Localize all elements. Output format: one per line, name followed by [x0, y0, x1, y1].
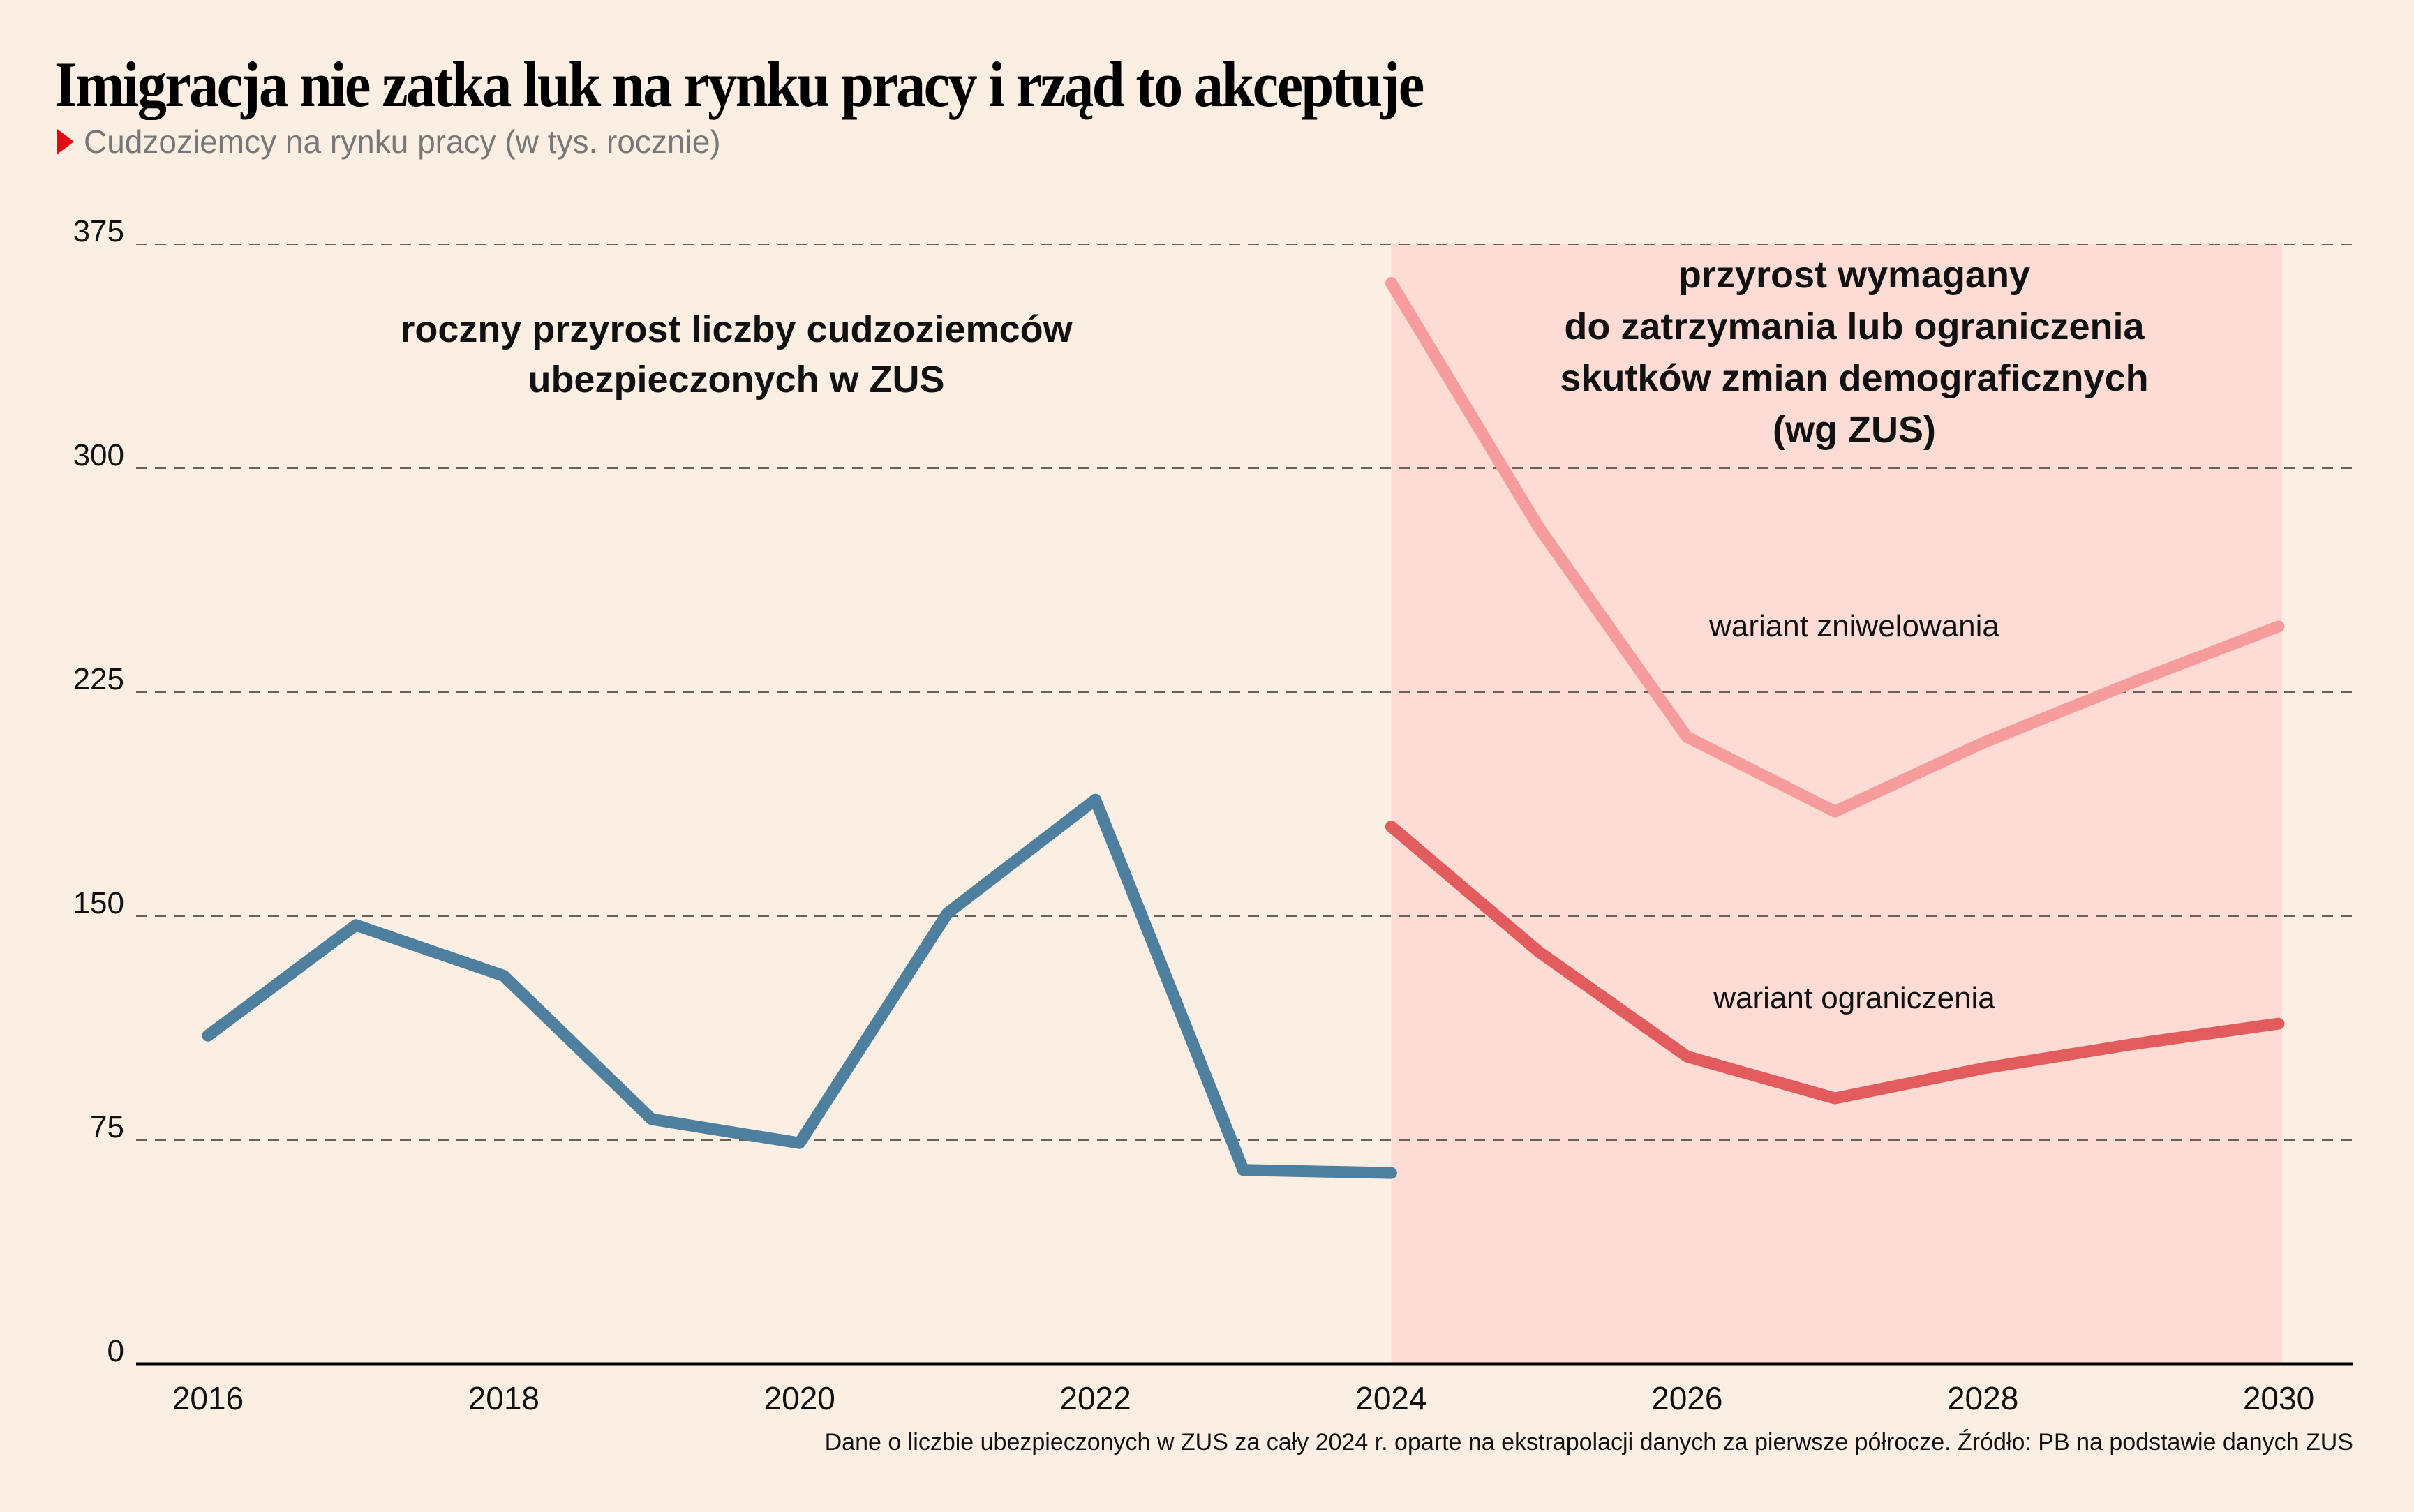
subtitle-text: Cudzoziemcy na rynku pracy (w tys. roczn…	[84, 123, 721, 160]
series-point-actual	[1094, 799, 1096, 801]
series-point-wariant-ograniczenia	[1834, 1098, 1836, 1100]
x-tick-label: 2030	[2243, 1380, 2314, 1416]
x-axis-ticks: 2016 2018 2020 2022 2024 2026 2028 2030	[172, 1380, 2314, 1416]
y-axis-ticks: 0 75 150 225 300 375	[73, 214, 124, 1368]
series-point-actual	[946, 912, 948, 914]
x-tick-label: 2022	[1059, 1380, 1131, 1416]
series-point-wariant-zniwelowania	[1686, 736, 1688, 738]
y-tick-label: 0	[107, 1334, 124, 1368]
annotation-right-line-3: skutków zmian demograficznych	[1560, 357, 2148, 399]
annotation-right-line-2: do zatrzymania lub ograniczenia	[1564, 306, 2145, 347]
y-tick-label: 75	[90, 1110, 124, 1144]
x-tick-label: 2026	[1651, 1380, 1722, 1416]
series-point-wariant-zniwelowania	[1538, 527, 1540, 529]
series-point-wariant-zniwelowania	[1982, 742, 1984, 744]
annotation-left-line-1: roczny przyrost liczby cudzoziemców	[400, 308, 1073, 350]
x-tick-label: 2018	[468, 1380, 539, 1416]
series-point-wariant-ograniczenia	[1538, 951, 1540, 953]
y-tick-label: 375	[73, 214, 124, 248]
series-lines	[202, 277, 2285, 1179]
footnote: Dane o liczbie ubezpieczonych w ZUS za c…	[825, 1429, 2353, 1455]
series-point-actual	[650, 1118, 653, 1121]
series-point-wariant-zniwelowania	[2130, 682, 2132, 684]
series-line-actual	[202, 793, 1397, 1179]
series-point-actual	[502, 975, 505, 977]
x-tick-label: 2028	[1947, 1380, 2018, 1416]
series-point-actual	[1390, 1172, 1392, 1174]
y-tick-label: 150	[73, 886, 124, 920]
triangle-marker-icon	[57, 129, 74, 154]
chart-title: Imigracja nie zatka luk na rynku pracy i…	[54, 49, 1424, 120]
gridlines	[136, 244, 2353, 1141]
series-point-wariant-ograniczenia	[1982, 1068, 1984, 1070]
series-point-wariant-zniwelowania	[1834, 811, 1836, 813]
series-point-wariant-ograniczenia	[1390, 825, 1392, 828]
forecast-shaded-band	[1391, 244, 2282, 1364]
y-tick-label: 300	[73, 438, 124, 472]
series-point-actual	[207, 1035, 209, 1037]
annotation-left-line-2: ubezpieczonych w ZUS	[528, 359, 944, 401]
annotation-right-line-4: (wg ZUS)	[1773, 409, 1936, 451]
series-point-actual	[355, 924, 357, 926]
series-point-wariant-ograniczenia	[2130, 1044, 2132, 1046]
label-wariant-zniwelowania: wariant zniwelowania	[1708, 609, 1999, 643]
series-point-wariant-zniwelowania	[1390, 282, 1392, 284]
chart-subtitle: Cudzoziemcy na rynku pracy (w tys. roczn…	[57, 123, 721, 160]
series-point-actual	[798, 1142, 800, 1144]
x-tick-label: 2016	[172, 1380, 244, 1416]
x-tick-label: 2024	[1355, 1380, 1426, 1416]
y-tick-label: 225	[73, 662, 124, 696]
series-point-wariant-ograniczenia	[1686, 1056, 1688, 1058]
series-point-actual	[1242, 1169, 1244, 1171]
series-point-wariant-ograniczenia	[2278, 1023, 2279, 1025]
series-point-wariant-zniwelowania	[2278, 625, 2279, 627]
label-wariant-ograniczenia: wariant ograniczenia	[1713, 981, 1995, 1015]
annotation-right-line-1: przyrost wymagany	[1678, 254, 2030, 296]
x-tick-label: 2020	[764, 1380, 835, 1416]
